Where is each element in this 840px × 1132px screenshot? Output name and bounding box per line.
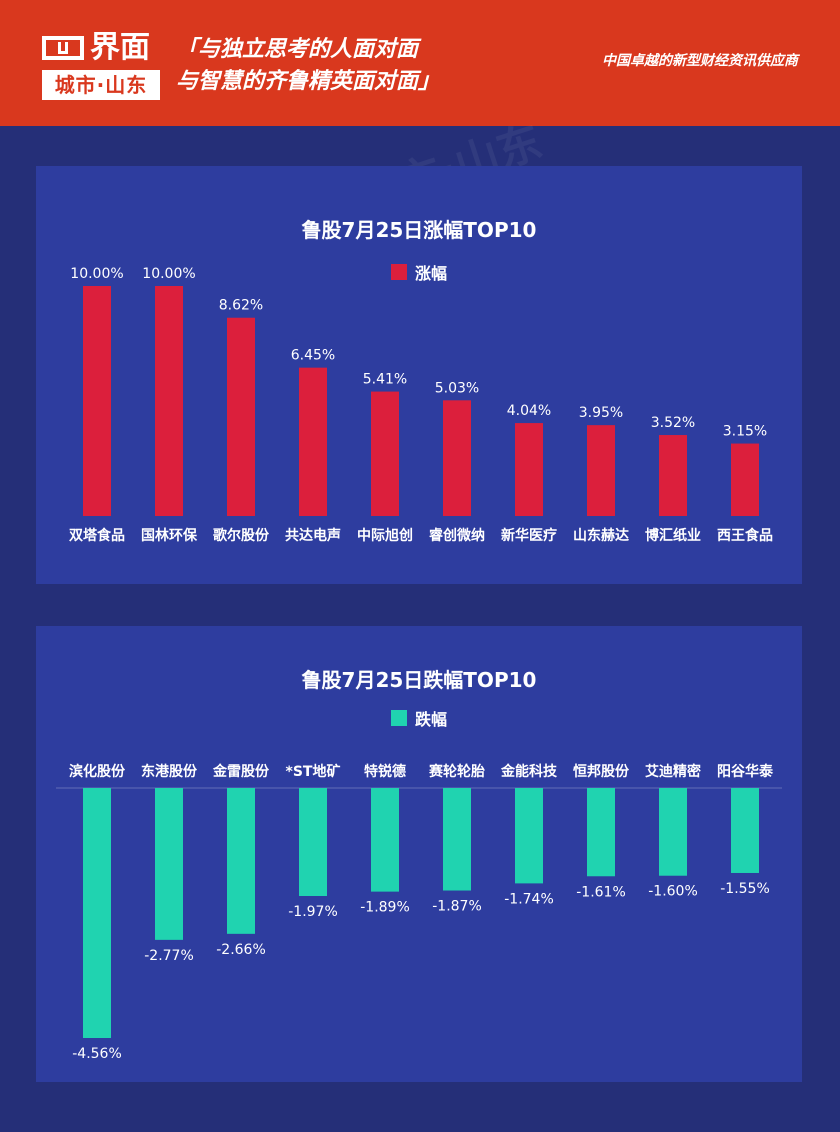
loss-category-label: 东港股份 [141, 763, 198, 780]
gain-value-label: 10.00% [142, 266, 195, 282]
gain-value-label: 3.95% [579, 405, 623, 421]
gain-value-label: 5.03% [435, 380, 479, 396]
gain-value-label: 6.45% [291, 348, 335, 364]
gain-category-label: 国林环保 [141, 527, 198, 544]
loss-bar [227, 788, 255, 934]
gain-bar [659, 435, 687, 516]
slogan-line-2: 与智慧的齐鲁精英面对面」 [176, 69, 441, 94]
gain-legend-label: 涨幅 [414, 264, 447, 283]
loss-category-label: 金雷股份 [212, 763, 270, 780]
gain-category-label: 睿创微纳 [428, 527, 485, 544]
logo-text: 界面 [90, 30, 150, 65]
loss-bar [731, 788, 759, 873]
loss-bar [515, 788, 543, 884]
gain-value-label: 5.41% [363, 372, 407, 388]
loss-value-label: -2.66% [216, 942, 266, 958]
gain-value-label: 8.62% [219, 298, 263, 314]
loss-value-label: -2.77% [144, 948, 194, 964]
gain-bar [227, 317, 255, 516]
gain-value-label: 10.00% [70, 266, 123, 282]
loss-value-label: -1.97% [288, 904, 338, 920]
gain-legend: 涨幅 [36, 260, 802, 284]
gain-bar [731, 443, 759, 516]
loss-value-label: -1.87% [432, 899, 482, 915]
loss-value-label: -1.61% [576, 884, 626, 900]
gain-chart-panel: 鲁股7月25日涨幅TOP10 涨幅 10.00% 双塔食品 10.00% 国林环保 8.… [36, 166, 802, 584]
gain-value-label: 4.04% [507, 403, 551, 419]
loss-value-label: -1.89% [360, 900, 410, 916]
loss-legend-swatch [390, 710, 407, 726]
gain-bar [443, 400, 471, 516]
loss-category-label: 恒邦股份 [573, 763, 630, 780]
gain-category-label: 歌尔股份 [213, 527, 270, 544]
loss-category-label: 艾迪精密 [645, 763, 701, 780]
gain-bar [83, 286, 111, 516]
loss-legend-label: 跌幅 [414, 710, 447, 729]
gain-category-label: 双塔食品 [69, 527, 125, 544]
loss-category-label: 特锐德 [364, 763, 406, 780]
loss-bar-chart: -4.56% 滨化股份 -2.77% 东港股份 -2.66% 金雷股份 -1.97% *ST地… [56, 763, 782, 1062]
gain-bar [155, 286, 183, 516]
slogan-line-1: 「与独立思考的人面对面 [176, 37, 419, 62]
gain-chart-title: 鲁股7月25日涨幅TOP10 [301, 218, 537, 242]
header-banner: 界面 城市·山东 「与独立思考的人面对面 与智慧的齐鲁精英面对面」 中国卓越的新… [0, 0, 840, 126]
loss-category-label: 金能科技 [500, 763, 558, 780]
slogan: 「与独立思考的人面对面 与智慧的齐鲁精英面对面」 [176, 34, 440, 98]
loss-category-label: 赛轮轮胎 [428, 763, 485, 780]
loss-value-label: -1.55% [720, 881, 770, 897]
logo-subtitle: 城市·山东 [42, 70, 160, 100]
gain-category-label: 共达电声 [285, 527, 341, 544]
loss-value-label: -1.60% [648, 884, 698, 900]
jiemian-logo-icon [42, 36, 84, 60]
loss-category-label: 滨化股份 [69, 763, 126, 780]
jiemian-logo: 界面 城市·山东 [42, 30, 160, 100]
tagline: 中国卓越的新型财经资讯供应商 [602, 53, 798, 69]
gain-category-label: 新华医疗 [501, 527, 557, 544]
loss-bar [83, 788, 111, 1038]
gain-value-label: 3.52% [651, 415, 695, 431]
gain-value-label: 3.15% [723, 424, 767, 440]
gain-bar-chart: 10.00% 双塔食品 10.00% 国林环保 8.62% 歌尔股份 6.45% 共达电声 5.… [69, 266, 773, 544]
loss-chart-panel: 鲁股7月25日跌幅TOP10 跌幅 -4.56% 滨化股份 -2.77% 东港股份 -2… [36, 626, 802, 1082]
loss-bar [155, 788, 183, 940]
gain-bar [515, 423, 543, 516]
gain-category-label: 中际旭创 [357, 527, 413, 544]
loss-chart-title: 鲁股7月25日跌幅TOP10 [301, 668, 537, 692]
gain-category-label: 山东赫达 [573, 527, 629, 544]
loss-bar [587, 788, 615, 877]
loss-bar [443, 788, 471, 891]
loss-value-label: -4.56% [72, 1046, 122, 1062]
loss-legend: 跌幅 [36, 706, 802, 730]
loss-bar [371, 788, 399, 892]
gain-legend-swatch [390, 264, 407, 280]
gain-category-label: 西王食品 [717, 527, 773, 544]
loss-category-label: 阳谷华泰 [717, 763, 774, 780]
gain-category-label: 博汇纸业 [645, 527, 701, 544]
gain-bar [371, 391, 399, 516]
loss-category-label: *ST地矿 [286, 763, 341, 780]
loss-value-label: -1.74% [504, 891, 554, 907]
gain-bar [299, 367, 327, 516]
loss-bar [659, 788, 687, 876]
loss-bar [299, 788, 327, 897]
gain-bar [587, 425, 615, 516]
